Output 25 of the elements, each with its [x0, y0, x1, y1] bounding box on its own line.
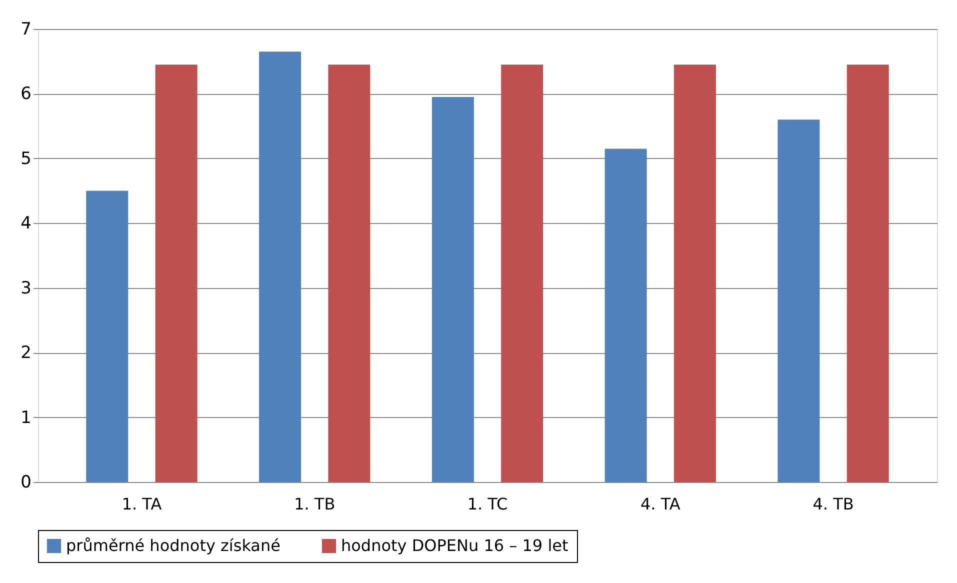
bar: [328, 64, 370, 482]
x-tick-label: 1. TA: [122, 494, 162, 514]
bar: [155, 64, 198, 482]
bar: [604, 148, 647, 482]
x-tick-label: 1. TC: [467, 494, 508, 514]
bar: [259, 52, 302, 482]
legend-label: hodnoty DOPENu 16 – 19 let: [341, 536, 568, 555]
bar: [674, 64, 716, 482]
y-tick-label: 4: [20, 214, 32, 234]
x-tick-label: 4. TB: [812, 494, 854, 514]
x-tick-label: 1. TB: [294, 494, 336, 514]
y-tick-label: 3: [20, 278, 32, 298]
bar: [86, 190, 128, 482]
bar: [846, 64, 889, 482]
y-tick-label: 7: [20, 20, 32, 40]
legend-label: průměrné hodnoty získané: [66, 536, 280, 555]
y-tick-label: 2: [20, 343, 32, 364]
y-tick-label: 0: [20, 472, 32, 492]
bar: [432, 96, 474, 482]
y-tick-label: 1: [20, 408, 32, 428]
bar: [778, 120, 820, 482]
y-tick-label: 6: [20, 84, 32, 104]
x-tick-label: 4. TA: [640, 494, 680, 514]
y-tick-label: 5: [20, 148, 32, 169]
bar: [501, 64, 544, 482]
